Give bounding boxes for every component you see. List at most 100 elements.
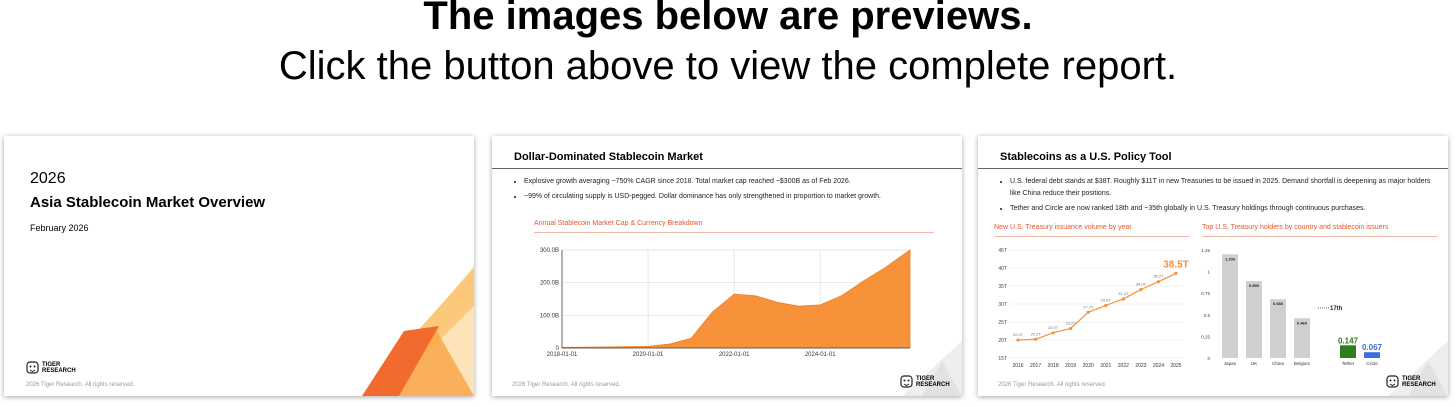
x-tick-label: 2024-01-01: [805, 352, 836, 358]
point-label: 29.6T: [1101, 297, 1112, 302]
y-tick-label: 45T: [998, 248, 1007, 254]
chart-title-rule: [1202, 236, 1437, 237]
point-label: 20.0T: [1013, 332, 1024, 337]
tiger-logo-icon: [900, 375, 913, 388]
x-tick-label: 2018: [1048, 363, 1059, 369]
point-label: 20.2T: [1030, 331, 1041, 336]
x-tick-label: 2022: [1118, 363, 1129, 369]
issuance-point: [1156, 280, 1161, 284]
market-cap-area: [561, 249, 911, 349]
y-tick-label: 0: [1207, 356, 1210, 361]
x-tick-label: 2019: [1065, 363, 1076, 369]
issuance-point: [1104, 303, 1108, 308]
y-tick-label: 100.0B: [540, 313, 559, 319]
title-divider: [978, 168, 1448, 169]
point-label: 22.0T: [1048, 325, 1059, 330]
chart-title-rule: [994, 236, 1189, 237]
x-tick-label: 2018-01-01: [547, 352, 578, 358]
x-tick-label: China: [1272, 361, 1284, 366]
accent-shape-orange: [362, 326, 439, 396]
logo-line2: RESEARCH: [42, 367, 76, 374]
issuance-point: [1174, 271, 1178, 275]
x-tick-label: 2021: [1100, 363, 1111, 369]
y-tick-label: 25T: [998, 320, 1007, 326]
y-tick-label: 20T: [998, 338, 1007, 344]
cover-logo: TIGER RESEARCH: [26, 361, 76, 374]
treasury-issuance-line-chart: 15T 20T 25T 30T 35T 40T 45T 20.0T 2016 20.2T 2017 2…: [998, 248, 1188, 369]
slide-logo: TIGER RESEARCH: [1386, 375, 1436, 388]
title-divider: [492, 168, 962, 169]
y-tick-label: 1: [1207, 270, 1210, 275]
point-label: 34.0T: [1136, 282, 1147, 287]
chart-title: Annual Stablecoin Market Cap & Currency …: [534, 220, 703, 227]
policy-slide-preview: Stablecoins as a U.S. Policy Tool U.S. f…: [978, 136, 1448, 396]
point-label: 23.2T: [1066, 320, 1077, 325]
bar-value-label: 0.067: [1362, 343, 1383, 352]
cover-accent-shapes: [362, 266, 474, 396]
cover-year: 2026: [30, 170, 66, 187]
bar-japan: [1222, 254, 1238, 358]
x-tick-label: UK: [1251, 361, 1257, 366]
corner-decoration: [1388, 341, 1448, 396]
x-tick-label: Japan: [1224, 361, 1237, 366]
bar-tether: [1340, 345, 1356, 358]
logo-line2: RESEARCH: [1402, 381, 1436, 388]
bar-circle: [1364, 352, 1380, 358]
y-tick-label: 15T: [998, 356, 1007, 362]
bar-value-label: 0.147: [1338, 336, 1359, 345]
logo-line1: TIGER: [916, 375, 935, 382]
bullet-item: Tether and Circle are now ranked 18th an…: [1010, 203, 1441, 215]
x-tick-label: 2016: [1012, 363, 1023, 369]
cover-footer: 2026 Tiger Research. All rights reserved…: [26, 382, 135, 388]
bullet-item: U.S. federal debt stands at $38T. Roughl…: [1010, 176, 1441, 200]
preview-headline: The images below are previews.: [423, 0, 1033, 38]
slide-title: Stablecoins as a U.S. Policy Tool: [1000, 151, 1172, 163]
issuance-point: [1069, 326, 1073, 331]
issuance-line: [1017, 272, 1177, 341]
preview-instruction: Click the button above to view the compl…: [278, 44, 1178, 88]
x-tick-label: Belgium: [1294, 361, 1311, 366]
bullet-item: Explosive growth averaging ~750% CAGR si…: [524, 176, 950, 188]
market-cap-area-chart: 0 100.0B 200.0B 300.0B 2018-01-01 2020-01-01 2…: [540, 248, 911, 358]
x-tick-label: 2024: [1153, 363, 1164, 369]
x-tick-label: 2020: [1083, 363, 1094, 369]
bar-value-label: 0.890: [1249, 283, 1260, 288]
x-tick-label: 2020-01-01: [633, 352, 664, 358]
x-tick-label: 2017: [1030, 363, 1041, 369]
y-tick-label: 0.75: [1201, 291, 1210, 296]
y-tick-label: 35T: [998, 284, 1007, 290]
x-tick-label: 2023: [1135, 363, 1146, 369]
logo-line1: TIGER: [1402, 375, 1421, 382]
bullet-list: Explosive growth averaging ~750% CAGR si…: [510, 176, 950, 206]
corner-decoration: [902, 341, 962, 396]
x-tick-label: 2025: [1170, 363, 1181, 369]
treasury-holders-bar-chart: 0 0.25 0.5 0.75 1 1.25 1.200 Japan 0.890 UK 0.680 C…: [1201, 248, 1383, 366]
issuance-point: [1121, 297, 1125, 301]
slide-footer: 2026 Tiger Research. All rights reserved…: [512, 382, 621, 388]
tiger-logo-icon: [1386, 375, 1399, 388]
y-tick-label: 300.0B: [540, 248, 559, 254]
y-tick-label: 1.25: [1201, 248, 1210, 253]
issuance-point: [1016, 338, 1020, 342]
slide-footer: 2026 Tiger Research. All rights reserved…: [998, 382, 1107, 388]
slide-title: Dollar-Dominated Stablecoin Market: [514, 151, 703, 163]
y-tick-label: 0.25: [1201, 334, 1210, 339]
cover-slide-preview: 2026 Asia Stablecoin Market Overview Feb…: [4, 136, 474, 396]
logo-line1: TIGER: [42, 361, 61, 368]
x-tick-label: Tether: [1342, 361, 1355, 366]
chart-title: New U.S. Treasury issuance volume by yea…: [994, 224, 1132, 231]
market-slide-preview: Dollar-Dominated Stablecoin Market Explo…: [492, 136, 962, 396]
x-tick-label: Circle: [1366, 361, 1378, 366]
logo-line2: RESEARCH: [916, 381, 950, 388]
bar-value-label: 1.200: [1225, 256, 1236, 261]
point-label: 36.2T: [1153, 274, 1164, 279]
bar-uk: [1246, 281, 1262, 358]
tiger-logo-icon: [26, 361, 39, 374]
issuance-point: [1033, 337, 1038, 341]
cover-title: Asia Stablecoin Market Overview: [30, 194, 266, 211]
slide-logo: TIGER RESEARCH: [900, 375, 950, 388]
cover-date: February 2026: [30, 223, 89, 233]
y-tick-label: 40T: [998, 266, 1007, 272]
y-tick-label: 200.0B: [540, 281, 559, 287]
chart-title-rule: [534, 232, 934, 233]
